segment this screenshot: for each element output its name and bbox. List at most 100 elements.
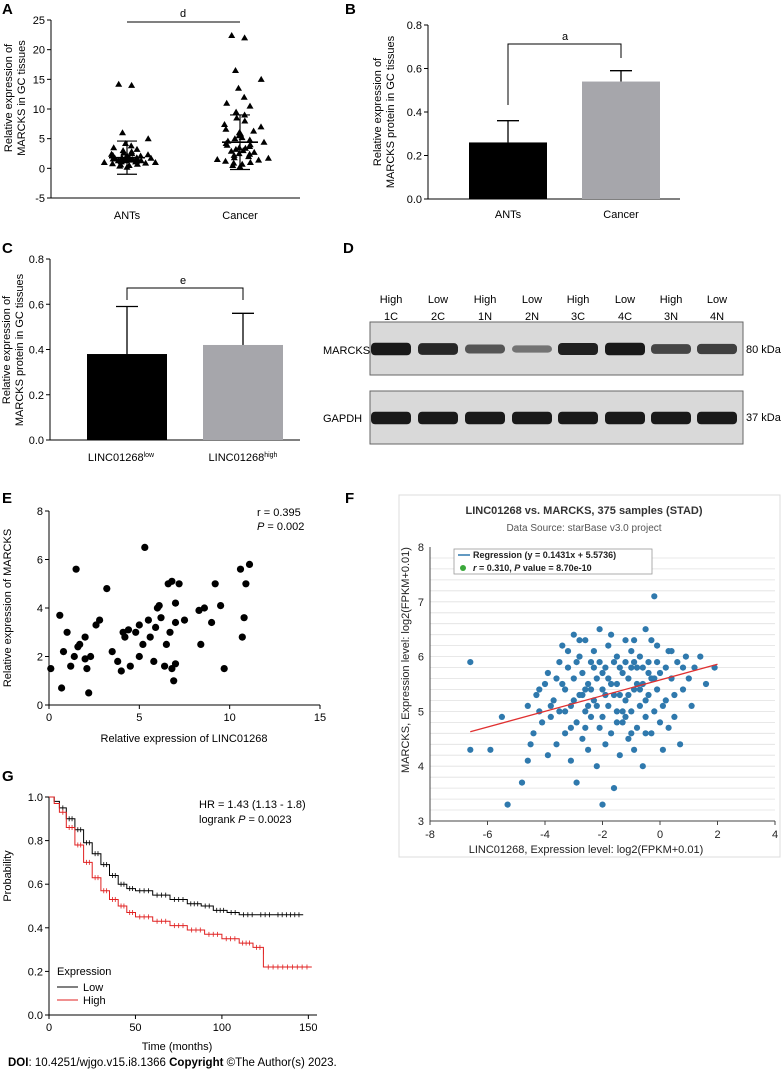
- panel-f-point: [679, 664, 687, 671]
- panel-e-point: [236, 565, 245, 573]
- panel-f-point: [656, 669, 664, 677]
- panel-e-xtick-label: 15: [314, 712, 326, 724]
- panel-f-point: [605, 702, 612, 710]
- panel-e-point: [83, 665, 91, 673]
- panel-f-point: [651, 675, 658, 682]
- panel-a-point-cancer: [235, 84, 242, 91]
- panel-f-point: [562, 730, 569, 737]
- panel-f-point: [691, 664, 698, 671]
- panel-f-point: [599, 801, 606, 808]
- panel-e-point: [141, 543, 149, 552]
- panel-f-point: [582, 724, 589, 731]
- panel-f-point: [544, 669, 552, 677]
- panel-f-point: [590, 664, 598, 671]
- panel-a-point-cancer: [241, 117, 249, 124]
- panel-g-ytick-label: 0.0: [28, 1010, 43, 1022]
- panel-e-xlabel: Relative expression of LINC01268: [101, 733, 268, 745]
- panel-a: A -5 0 5 10 15 20 25 Relative expression of MA…: [2, 1, 300, 222]
- panel-f-point: [524, 702, 531, 710]
- panel-c-ytick-label: 0.2: [29, 390, 44, 402]
- panel-f-xtick-label: -8: [425, 829, 435, 841]
- panel-a-ytick-label: 0: [39, 163, 45, 175]
- panel-a-point-cancer: [230, 151, 238, 158]
- panel-e-point: [135, 621, 143, 629]
- blot-band-marcks: [465, 344, 505, 354]
- panel-c-ytick-label: 0.0: [29, 435, 44, 447]
- blot-lane-group-label: High: [660, 294, 683, 306]
- panel-f-point: [593, 763, 600, 770]
- panel-f-point: [504, 801, 511, 808]
- panel-f-point: [651, 593, 658, 600]
- panel-f-point: [582, 637, 589, 644]
- blot-band-gapdh: [465, 411, 505, 425]
- panel-a-point-cancer: [232, 67, 239, 73]
- panel-f-point: [613, 653, 621, 660]
- panel-f-points: [467, 593, 718, 808]
- panel-b-letter: B: [345, 1, 356, 18]
- panel-g-legend-low: Low: [83, 982, 103, 994]
- panel-f-point: [570, 697, 577, 704]
- panel-f-point: [524, 757, 531, 764]
- panel-a-point-cancer: [246, 102, 254, 109]
- blot-band-marcks: [558, 342, 598, 356]
- panel-f-point: [645, 659, 652, 666]
- panel-c-xtick-high: LINC01268high: [209, 452, 278, 464]
- blot-band-gapdh: [605, 411, 645, 425]
- panel-e-ytick-label: 0: [37, 700, 43, 712]
- panel-a-point-cancer: [250, 148, 258, 155]
- panel-f-point: [622, 697, 629, 704]
- panel-e-r: r = 0.395: [257, 507, 301, 519]
- panel-a-point-cancer: [240, 93, 248, 100]
- panel-b-ytick-label: 0.2: [407, 151, 422, 163]
- panel-e-point: [197, 640, 205, 649]
- panel-a-ytick-label: 20: [33, 45, 45, 57]
- panel-b-ytick-label: 0.4: [407, 107, 422, 119]
- panel-f-point: [567, 724, 575, 731]
- panel-e-point: [170, 677, 178, 685]
- panel-g-axes: 0.0 0.2 0.4 0.6 0.8 1.0 0 50 100 150: [28, 792, 318, 1034]
- panel-f-regression-line: [470, 663, 718, 733]
- panel-f-point: [631, 637, 638, 644]
- panel-e-point: [47, 665, 55, 673]
- panel-g-ytick-label: 0.4: [28, 923, 43, 935]
- panel-g-ytick-label: 0.2: [28, 966, 43, 978]
- panel-a-point-cancer: [260, 138, 268, 145]
- panel-e-p: P = 0.002: [257, 521, 304, 533]
- panel-f-point: [642, 713, 649, 721]
- panel-d-lane-labels: High 1C Low 2C High 1N Low 2N High 3C Low 4C High 3N L…: [380, 294, 727, 323]
- panel-f-legend-box: [453, 548, 653, 575]
- panel-a-point-cancer: [233, 114, 241, 121]
- panel-a-point-ants: [108, 150, 115, 157]
- panel-e-point: [58, 684, 66, 692]
- panel-e-point: [139, 640, 147, 649]
- blot-band-marcks: [605, 342, 645, 356]
- panel-b-marks: [469, 70, 660, 199]
- panel-f-point: [527, 741, 534, 748]
- panel-a-point-cancer: [223, 99, 231, 106]
- blot-lane-sample-label: 4N: [710, 311, 724, 323]
- panel-f-point: [596, 659, 603, 666]
- panel-a-ytick-label: -5: [35, 193, 45, 205]
- panel-a-point-cancer: [255, 156, 263, 163]
- panel-g-curves: [49, 796, 312, 970]
- panel-g-hr: HR = 1.43 (1.13 - 1.8): [199, 799, 306, 811]
- panel-g-legend-high: High: [83, 995, 106, 1007]
- panel-f-point: [553, 741, 560, 748]
- blot-band-gapdh: [418, 411, 458, 425]
- panel-e-point: [72, 565, 80, 573]
- panel-a-point-ants: [115, 80, 123, 87]
- panel-a-point-ants: [119, 147, 127, 154]
- doi-footer: DOI: 10.4251/wjgo.v15.i8.1366 Copyright …: [8, 1057, 337, 1069]
- panel-g-legend-title: Expression: [57, 966, 111, 978]
- panel-f-point: [590, 648, 598, 655]
- panel-g-xtick-label: 150: [299, 1022, 317, 1034]
- panel-e-point: [168, 577, 176, 585]
- panel-f-point: [593, 675, 600, 682]
- panel-e-point: [87, 652, 95, 661]
- panel-a-point-cancer: [246, 136, 254, 143]
- panel-a-point-ants: [128, 148, 136, 155]
- panel-a-point-cancer: [232, 145, 240, 152]
- panel-f-point: [562, 686, 569, 693]
- panel-f-point: [636, 702, 644, 710]
- panel-f-point: [628, 730, 635, 737]
